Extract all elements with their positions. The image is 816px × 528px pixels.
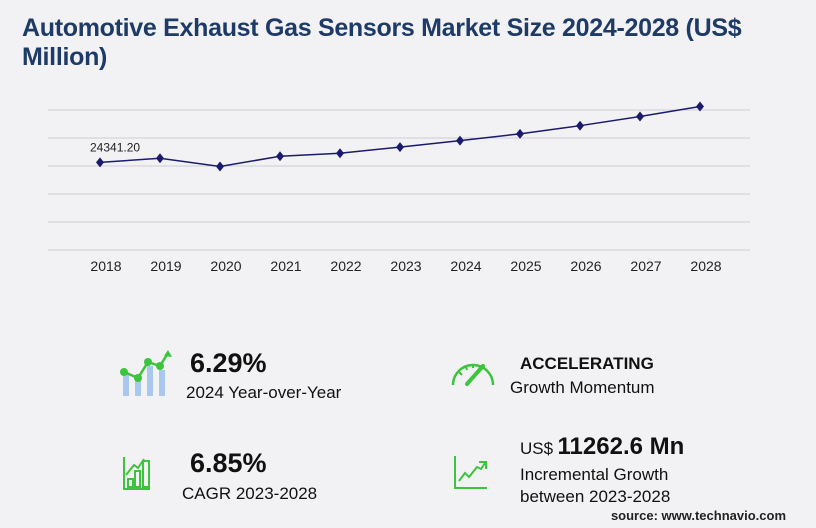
momentum-label: Growth Momentum — [510, 378, 655, 397]
x-tick-label: 2025 — [510, 258, 541, 274]
x-tick-label: 2021 — [270, 258, 301, 274]
data-point — [576, 120, 584, 131]
yoy-value: 6.29% — [190, 348, 267, 378]
data-point — [516, 128, 524, 139]
x-tick-label: 2026 — [570, 258, 601, 274]
data-point — [96, 157, 104, 168]
x-tick-label: 2024 — [450, 258, 481, 274]
x-tick-label: 2023 — [390, 258, 421, 274]
cagr-value: 6.85% — [190, 448, 267, 478]
data-point — [396, 142, 404, 153]
x-tick-label: 2019 — [150, 258, 181, 274]
yoy-label: 2024 Year-over-Year — [186, 383, 342, 402]
x-tick-label: 2022 — [330, 258, 361, 274]
chart-title: Automotive Exhaust Gas Sensors Market Si… — [22, 14, 742, 71]
growth-chart-icon — [120, 350, 172, 396]
x-tick-label: 2027 — [630, 258, 661, 274]
data-label: 24341.20 — [90, 140, 140, 154]
line-chart: 2018 2019 2020 2021 2022 2023 2024 2025 2026 2027… — [48, 101, 750, 274]
currency-prefix: US$ — [520, 439, 554, 458]
incremental-label-1: Incremental Growth — [520, 465, 669, 484]
incremental-label-2: between 2023-2028 — [520, 487, 671, 506]
data-point — [696, 101, 704, 112]
data-point — [276, 151, 284, 162]
bar-chart-icon — [123, 457, 150, 490]
x-tick-label: 2018 — [90, 258, 121, 274]
x-tick-label: 2028 — [690, 258, 721, 274]
incremental-value: 11262.6 Mn — [557, 433, 685, 460]
data-point — [636, 111, 644, 122]
incremental-value-row: US$ 11262.6 Mn — [520, 433, 684, 461]
series-line — [99, 105, 701, 168]
speedometer-icon — [451, 363, 495, 386]
data-point — [456, 135, 464, 146]
source-text: source: www.technavio.com — [610, 508, 786, 523]
data-point — [216, 161, 224, 172]
data-point — [336, 148, 344, 159]
data-point — [156, 153, 164, 164]
x-tick-label: 2020 — [210, 258, 241, 274]
cagr-label: CAGR 2023-2028 — [182, 484, 318, 503]
trend-up-icon — [454, 456, 487, 489]
momentum-value: ACCELERATING — [520, 354, 654, 373]
